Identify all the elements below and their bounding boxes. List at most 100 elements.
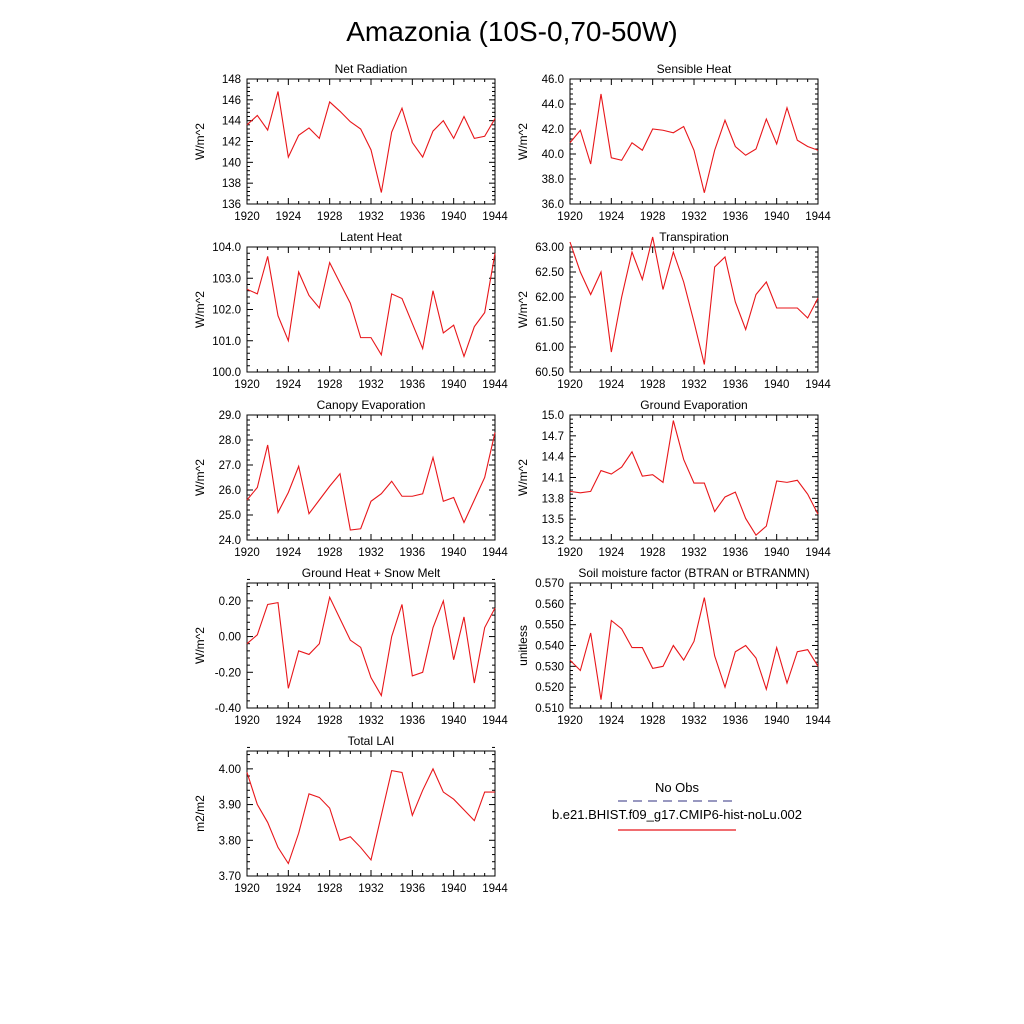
x-tick-label: 1936: [723, 211, 749, 223]
panel-title: Ground Evaporation: [640, 398, 747, 412]
x-tick-label: 1920: [557, 211, 583, 223]
x-tick-label: 1940: [764, 715, 790, 727]
y-tick-label: 3.90: [219, 800, 241, 812]
y-tick-label: 0.560: [535, 599, 564, 611]
series-line: [569, 93, 819, 193]
y-tick-label: 3.70: [219, 871, 241, 883]
y-tick-label: 0.550: [535, 620, 564, 632]
x-tick-label: 1932: [681, 211, 707, 223]
x-tick-label: 1936: [400, 547, 426, 559]
y-tick-label: 0.20: [219, 596, 241, 608]
x-tick-label: 1920: [234, 883, 260, 895]
x-tick-label: 1932: [358, 211, 384, 223]
y-tick-label: 4.00: [219, 764, 241, 776]
chart-panels: Net Radiation W/m^2 1920 1924 1928 1932 1936 19…: [193, 62, 831, 895]
series-line: [569, 597, 819, 700]
y-tick-label: 140: [222, 157, 241, 169]
chart-panel-5: Canopy Evaporation W/m^2 1920 1924 1928 1932 1…: [193, 398, 508, 559]
y-axis-label: W/m^2: [516, 459, 530, 496]
x-tick-label: 1940: [441, 547, 467, 559]
x-tick-label: 1920: [234, 715, 260, 727]
x-tick-label: 1940: [764, 211, 790, 223]
y-axis-label: W/m^2: [193, 459, 207, 496]
x-tick-label: 1928: [640, 547, 666, 559]
x-tick-label: 1928: [640, 211, 666, 223]
series-line: [246, 91, 496, 193]
y-axis-label: W/m^2: [193, 123, 207, 160]
panel-title: Sensible Heat: [657, 62, 732, 76]
y-axis-label: W/m^2: [193, 291, 207, 328]
panel-title: Net Radiation: [335, 62, 408, 76]
y-axis-label: m2/m2: [193, 795, 207, 832]
y-tick-label: 36.0: [542, 199, 564, 211]
y-tick-label: 62.00: [535, 292, 564, 304]
y-tick-label: 27.0: [219, 460, 241, 472]
x-tick-label: 1944: [482, 547, 508, 559]
chart-panel-4: Transpiration W/m^2 1920 1924 1928 1932 1936 19…: [516, 230, 831, 391]
y-tick-label: 14.7: [542, 431, 564, 443]
x-tick-label: 1928: [317, 379, 343, 391]
x-tick-label: 1924: [276, 547, 302, 559]
legend-obs-label: No Obs: [655, 780, 700, 795]
y-tick-label: 40.0: [542, 149, 564, 161]
y-tick-label: 61.00: [535, 342, 564, 354]
x-tick-label: 1920: [557, 715, 583, 727]
plot-frame: [246, 78, 496, 205]
y-tick-label: 0.540: [535, 641, 564, 653]
series-line: [569, 236, 819, 365]
legend: No Obs b.e21.BHIST.f09_g17.CMIP6-hist-no…: [552, 780, 802, 831]
x-tick-label: 1940: [764, 379, 790, 391]
plot-frame: [246, 414, 496, 541]
x-tick-label: 1940: [441, 379, 467, 391]
plot-frame: [569, 78, 819, 205]
y-tick-label: 61.50: [535, 317, 564, 329]
x-tick-label: 1928: [317, 883, 343, 895]
legend-model-label: b.e21.BHIST.f09_g17.CMIP6-hist-noLu.002: [552, 807, 802, 822]
panel-title: Transpiration: [659, 230, 729, 244]
x-tick-label: 1928: [317, 547, 343, 559]
y-axis-label: unitless: [516, 625, 530, 666]
y-tick-label: 42.0: [542, 124, 564, 136]
x-tick-label: 1944: [805, 715, 831, 727]
series-line: [246, 253, 496, 359]
y-tick-label: 138: [222, 178, 241, 190]
x-tick-label: 1932: [681, 379, 707, 391]
panel-title: Canopy Evaporation: [317, 398, 426, 412]
x-tick-label: 1924: [599, 547, 625, 559]
x-tick-label: 1920: [234, 547, 260, 559]
y-tick-label: 0.00: [219, 632, 241, 644]
x-tick-label: 1924: [599, 715, 625, 727]
series-line: [569, 420, 819, 536]
y-tick-label: 0.510: [535, 703, 564, 715]
x-tick-label: 1928: [640, 715, 666, 727]
x-tick-label: 1924: [276, 715, 302, 727]
chart-panel-9: Total LAI m2/m2 1920 1924 1928 1932 1936 1940 19…: [193, 734, 508, 895]
x-tick-label: 1920: [234, 211, 260, 223]
chart-panel-8: Soil moisture factor (BTRAN or BTRANMN) u…: [516, 566, 831, 727]
y-tick-label: 13.8: [542, 493, 564, 505]
panel-title: Total LAI: [348, 734, 395, 748]
y-tick-label: 62.50: [535, 267, 564, 279]
series-line: [246, 432, 496, 531]
x-tick-label: 1940: [441, 211, 467, 223]
x-tick-label: 1932: [681, 547, 707, 559]
x-tick-label: 1936: [723, 715, 749, 727]
x-tick-label: 1920: [557, 379, 583, 391]
y-tick-label: 15.0: [542, 410, 564, 422]
x-tick-label: 1936: [400, 379, 426, 391]
y-tick-label: 0.520: [535, 682, 564, 694]
y-tick-label: 28.0: [219, 435, 241, 447]
y-tick-label: 26.0: [219, 485, 241, 497]
y-tick-label: 14.4: [542, 452, 565, 464]
page-title: Amazonia (10S-0,70-50W): [346, 16, 677, 47]
y-tick-label: 63.00: [535, 242, 564, 254]
plot-frame: [246, 582, 496, 709]
y-tick-label: 13.5: [542, 514, 564, 526]
x-tick-label: 1924: [599, 379, 625, 391]
x-tick-label: 1924: [599, 211, 625, 223]
y-tick-label: 46.0: [542, 74, 564, 86]
y-tick-label: 101.0: [212, 336, 241, 348]
y-tick-label: 100.0: [212, 367, 241, 379]
x-tick-label: 1944: [482, 211, 508, 223]
